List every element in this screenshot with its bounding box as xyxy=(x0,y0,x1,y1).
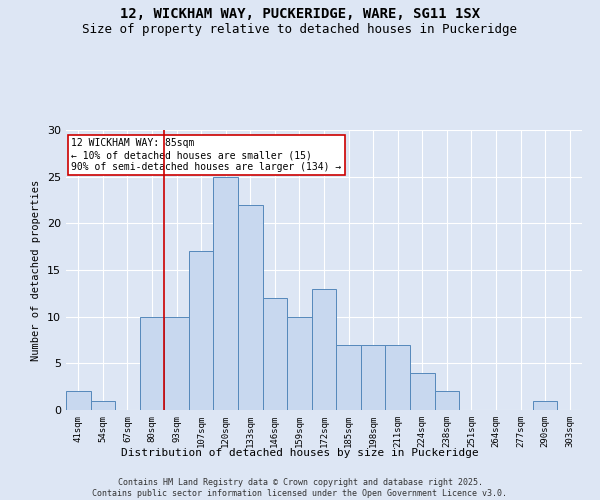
Bar xyxy=(140,316,164,410)
Text: Distribution of detached houses by size in Puckeridge: Distribution of detached houses by size … xyxy=(121,448,479,458)
Bar xyxy=(336,344,361,410)
Bar xyxy=(164,316,189,410)
Text: 12, WICKHAM WAY, PUCKERIDGE, WARE, SG11 1SX: 12, WICKHAM WAY, PUCKERIDGE, WARE, SG11 … xyxy=(120,8,480,22)
Bar xyxy=(238,204,263,410)
Text: Contains HM Land Registry data © Crown copyright and database right 2025.
Contai: Contains HM Land Registry data © Crown c… xyxy=(92,478,508,498)
Y-axis label: Number of detached properties: Number of detached properties xyxy=(31,180,41,360)
Bar xyxy=(410,372,434,410)
Bar xyxy=(263,298,287,410)
Bar xyxy=(189,252,214,410)
Text: Size of property relative to detached houses in Puckeridge: Size of property relative to detached ho… xyxy=(83,22,517,36)
Bar xyxy=(434,392,459,410)
Bar xyxy=(312,288,336,410)
Bar xyxy=(533,400,557,410)
Bar xyxy=(287,316,312,410)
Bar xyxy=(385,344,410,410)
Bar xyxy=(361,344,385,410)
Bar xyxy=(214,176,238,410)
Text: 12 WICKHAM WAY: 85sqm
← 10% of detached houses are smaller (15)
90% of semi-deta: 12 WICKHAM WAY: 85sqm ← 10% of detached … xyxy=(71,138,341,172)
Bar xyxy=(91,400,115,410)
Bar xyxy=(66,392,91,410)
